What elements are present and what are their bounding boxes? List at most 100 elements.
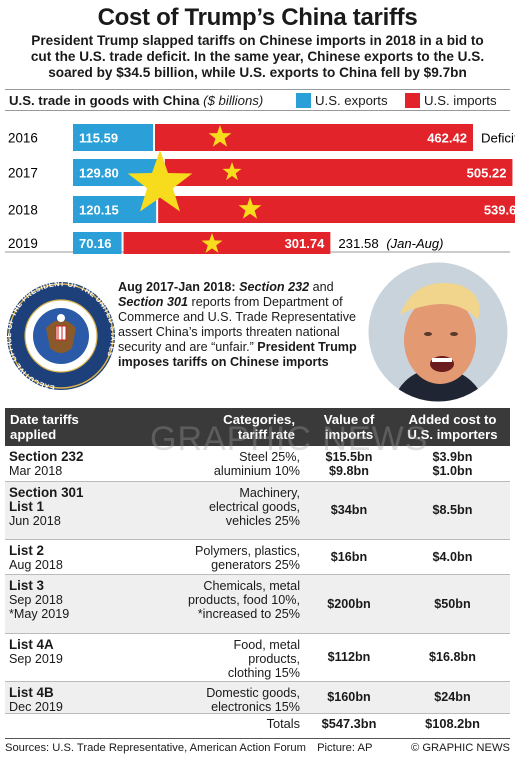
subtitle-line: soared by $34.5 billion, while U.S. expo… xyxy=(48,65,467,80)
row-category-line: products, food 10%, xyxy=(187,593,300,607)
footer-sources: Sources: U.S. Trade Representative, Amer… xyxy=(5,742,306,754)
row-added-cell: $50bn xyxy=(400,597,505,611)
table-row: List 3 Sep 2018 *May 2019 Chemicals, metal p… xyxy=(5,575,510,634)
row-date: Mar 2018 xyxy=(9,464,63,478)
row-name: List 3 xyxy=(9,578,44,593)
totals-label: Totals xyxy=(266,716,300,731)
row-category-line: electrical goods, xyxy=(208,500,300,514)
export-value-2016: 115.59 xyxy=(79,131,118,146)
import-value-2019: 301.74 xyxy=(285,236,326,251)
s301-label: Section 301 xyxy=(118,295,188,309)
row-value-cell: $16bn xyxy=(305,550,393,564)
row-name: Section 232 xyxy=(9,449,84,464)
subtitle-line: President Trump slapped tariffs on Chine… xyxy=(31,33,484,48)
footer: Sources: U.S. Trade Representative, Amer… xyxy=(5,738,510,756)
bar-imports-2016 xyxy=(154,124,473,151)
row-value-cell: $15.5bn $9.8bn xyxy=(305,450,393,478)
trade-bar-chart: 2016 115.59 462.42 Deficit: 346.83 2017 129.8… xyxy=(5,124,515,254)
export-value-2018: 120.15 xyxy=(79,203,119,218)
row-date-cell: List 2 Aug 2018 xyxy=(9,543,63,573)
header-value-line: Value of xyxy=(323,412,375,427)
section-232-note: Aug 2017-Jan 2018: Section 232 and Secti… xyxy=(118,280,368,370)
row-sublist: List 1 xyxy=(9,499,44,514)
row-date-cell: Section 232 Mar 2018 xyxy=(9,449,84,479)
header-added-line: Added cost to xyxy=(408,412,497,427)
legend-label-exports: U.S. exports xyxy=(315,93,388,108)
row-added-cell: $16.8bn xyxy=(400,650,505,664)
watermark: GRAPHIC NEWS xyxy=(150,420,429,458)
row-date-cell: List 4A Sep 2019 xyxy=(9,637,63,667)
row-category-line: clothing 15% xyxy=(227,666,300,680)
deficit-value-2019: 231.58 xyxy=(338,236,378,251)
row-category-cell: Food, metal products, clothing 15% xyxy=(228,638,300,680)
year-label-2019: 2019 xyxy=(8,236,38,251)
row-value: $9.8bn xyxy=(329,464,369,478)
row-added-cell: $8.5bn xyxy=(400,503,505,517)
row-added: $3.9bn xyxy=(432,450,473,464)
table-row: List 4B Dec 2019 Domestic goods, electronic… xyxy=(5,682,510,714)
legend-imports: U.S. imports xyxy=(405,93,497,108)
deficit-value-2016: Deficit: 346.83 xyxy=(481,131,515,146)
bar-imports-2018 xyxy=(158,196,515,223)
row-category-line: *increased to 25% xyxy=(197,607,300,621)
legend-label-imports: U.S. imports xyxy=(424,93,497,108)
row-category-line: products, xyxy=(248,652,300,666)
flag-star-icon xyxy=(201,233,223,253)
footer-copyright: © GRAPHIC NEWS xyxy=(411,742,510,754)
flag-star-icon xyxy=(238,197,262,219)
bar-imports-2017 xyxy=(164,159,513,186)
row-date-cell: Section 301 List 1 Jun 2018 xyxy=(9,486,83,529)
row-category-line: Food, metal xyxy=(233,638,301,652)
header-cat-line: Categories, xyxy=(223,412,295,427)
subtitle-line: cut the U.S. trade deficit. In the same … xyxy=(30,49,485,64)
year-label-2016: 2016 xyxy=(8,131,38,146)
flag-star-icon xyxy=(222,162,242,181)
bar-exports-2019 xyxy=(73,232,122,254)
header-added: Added cost to U.S. importers xyxy=(400,412,505,442)
s232-and: and xyxy=(312,280,334,294)
row-value: $200bn xyxy=(327,596,371,611)
trump-photo xyxy=(365,260,511,405)
import-value-2017: 505.22 xyxy=(467,166,507,181)
chart-unit: ($ billions) xyxy=(203,93,264,108)
row-value: $15.5bn xyxy=(325,450,373,464)
row-added-cell: $3.9bn $1.0bn xyxy=(400,450,505,478)
footer-picture: Picture: AP xyxy=(317,742,373,754)
row-category-line: electronics 15% xyxy=(211,700,300,714)
import-value-2016: 462.42 xyxy=(427,131,467,146)
year-label-2017: 2017 xyxy=(8,166,38,181)
year-label-2018: 2018 xyxy=(8,203,38,218)
row-category-line: aluminium 10% xyxy=(213,464,300,478)
row-date-2: *May 2019 xyxy=(9,607,70,621)
row-category-line: Steel 25%, xyxy=(239,450,300,464)
table-row: List 2 Aug 2018 Polymers, plastics, generat… xyxy=(5,540,510,575)
totals-added: $108.2bn xyxy=(425,716,480,731)
header-date: Date tariffs applied xyxy=(10,412,79,442)
deficit-note-2019: (Jan-Aug) xyxy=(386,236,443,251)
row-category-cell: Domestic goods, electronics 15% xyxy=(206,686,300,714)
s232-conclusion: President Trump imposes tariffs on Chine… xyxy=(118,340,357,369)
import-value-2018: 539.68 xyxy=(484,203,515,218)
row-value: $160bn xyxy=(327,690,371,704)
table-row: Section 232 Mar 2018 Steel 25%, aluminium 1… xyxy=(5,446,510,482)
chart-label: U.S. trade in goods with China xyxy=(9,93,200,108)
row-date-cell: List 4B Dec 2019 xyxy=(9,686,63,715)
legend-swatch-imports xyxy=(405,93,420,108)
row-category-cell: Polymers, plastics, generators 25% xyxy=(195,544,300,572)
row-date: Aug 2018 xyxy=(9,558,63,572)
table-header: Date tariffs applied Categories, tariff … xyxy=(5,408,510,446)
bar-imports-2019 xyxy=(123,232,331,254)
row-value: $112bn xyxy=(327,650,371,664)
ustr-seal-icon: EXECUTIVE OFFICE OF THE PRESIDENT OF THE… xyxy=(6,279,116,393)
row-name: List 2 xyxy=(9,543,44,558)
row-category-cell: Steel 25%, aluminium 10% xyxy=(214,450,300,478)
header-value: Value of imports xyxy=(305,412,393,442)
row-name: List 4A xyxy=(9,637,54,652)
page-title: Cost of Trump’s China tariffs xyxy=(97,4,418,31)
row-category-cell: Machinery, electrical goods, vehicles 25% xyxy=(209,486,300,528)
row-value-cell: $112bn xyxy=(305,650,393,664)
row-added-cell: $24bn xyxy=(400,690,505,704)
s232-body: reports from Department of Commerce and … xyxy=(118,295,356,354)
header-cat: Categories, tariff rate xyxy=(175,412,295,442)
export-value-2019: 70.16 xyxy=(79,236,112,251)
